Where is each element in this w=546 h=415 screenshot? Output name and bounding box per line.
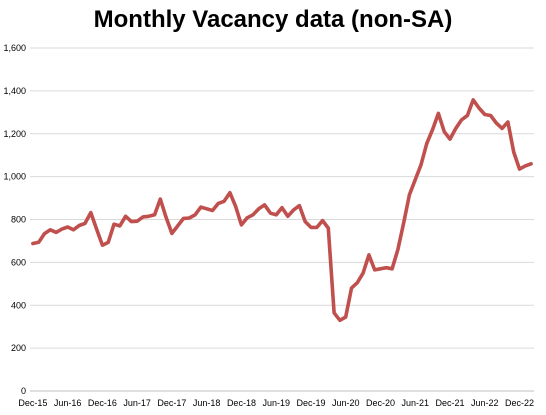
x-tick-label: Dec-17 <box>157 398 186 408</box>
x-tick-label: Jun-16 <box>54 398 82 408</box>
y-tick-label: 1,600 <box>3 43 26 53</box>
x-tick-label: Dec-20 <box>366 398 395 408</box>
y-tick-label: 0 <box>21 386 26 396</box>
x-tick-label: Dec-15 <box>18 398 47 408</box>
x-tick-label: Dec-16 <box>88 398 117 408</box>
y-tick-label: 1,200 <box>3 129 26 139</box>
y-tick-label: 400 <box>11 300 26 310</box>
y-tick-label: 600 <box>11 257 26 267</box>
series-line <box>31 98 533 323</box>
x-tick-label: Jun-18 <box>193 398 221 408</box>
y-tick-label: 1,000 <box>3 172 26 182</box>
y-tick-label: 800 <box>11 215 26 225</box>
x-tick-label: Jun-17 <box>123 398 151 408</box>
x-tick-label: Dec-19 <box>296 398 325 408</box>
x-tick-label: Dec-18 <box>227 398 256 408</box>
y-tick-label: 1,400 <box>3 86 26 96</box>
x-tick-label: Dec-21 <box>435 398 464 408</box>
chart-title: Monthly Vacancy data (non-SA) <box>93 6 453 33</box>
x-tick-label: Jun-20 <box>332 398 360 408</box>
x-tick-label: Jun-19 <box>262 398 290 408</box>
x-tick-label: Dec-22 <box>505 398 534 408</box>
y-tick-label: 200 <box>11 343 26 353</box>
x-tick-label: Jun-22 <box>471 398 499 408</box>
x-tick-label: Jun-21 <box>401 398 429 408</box>
